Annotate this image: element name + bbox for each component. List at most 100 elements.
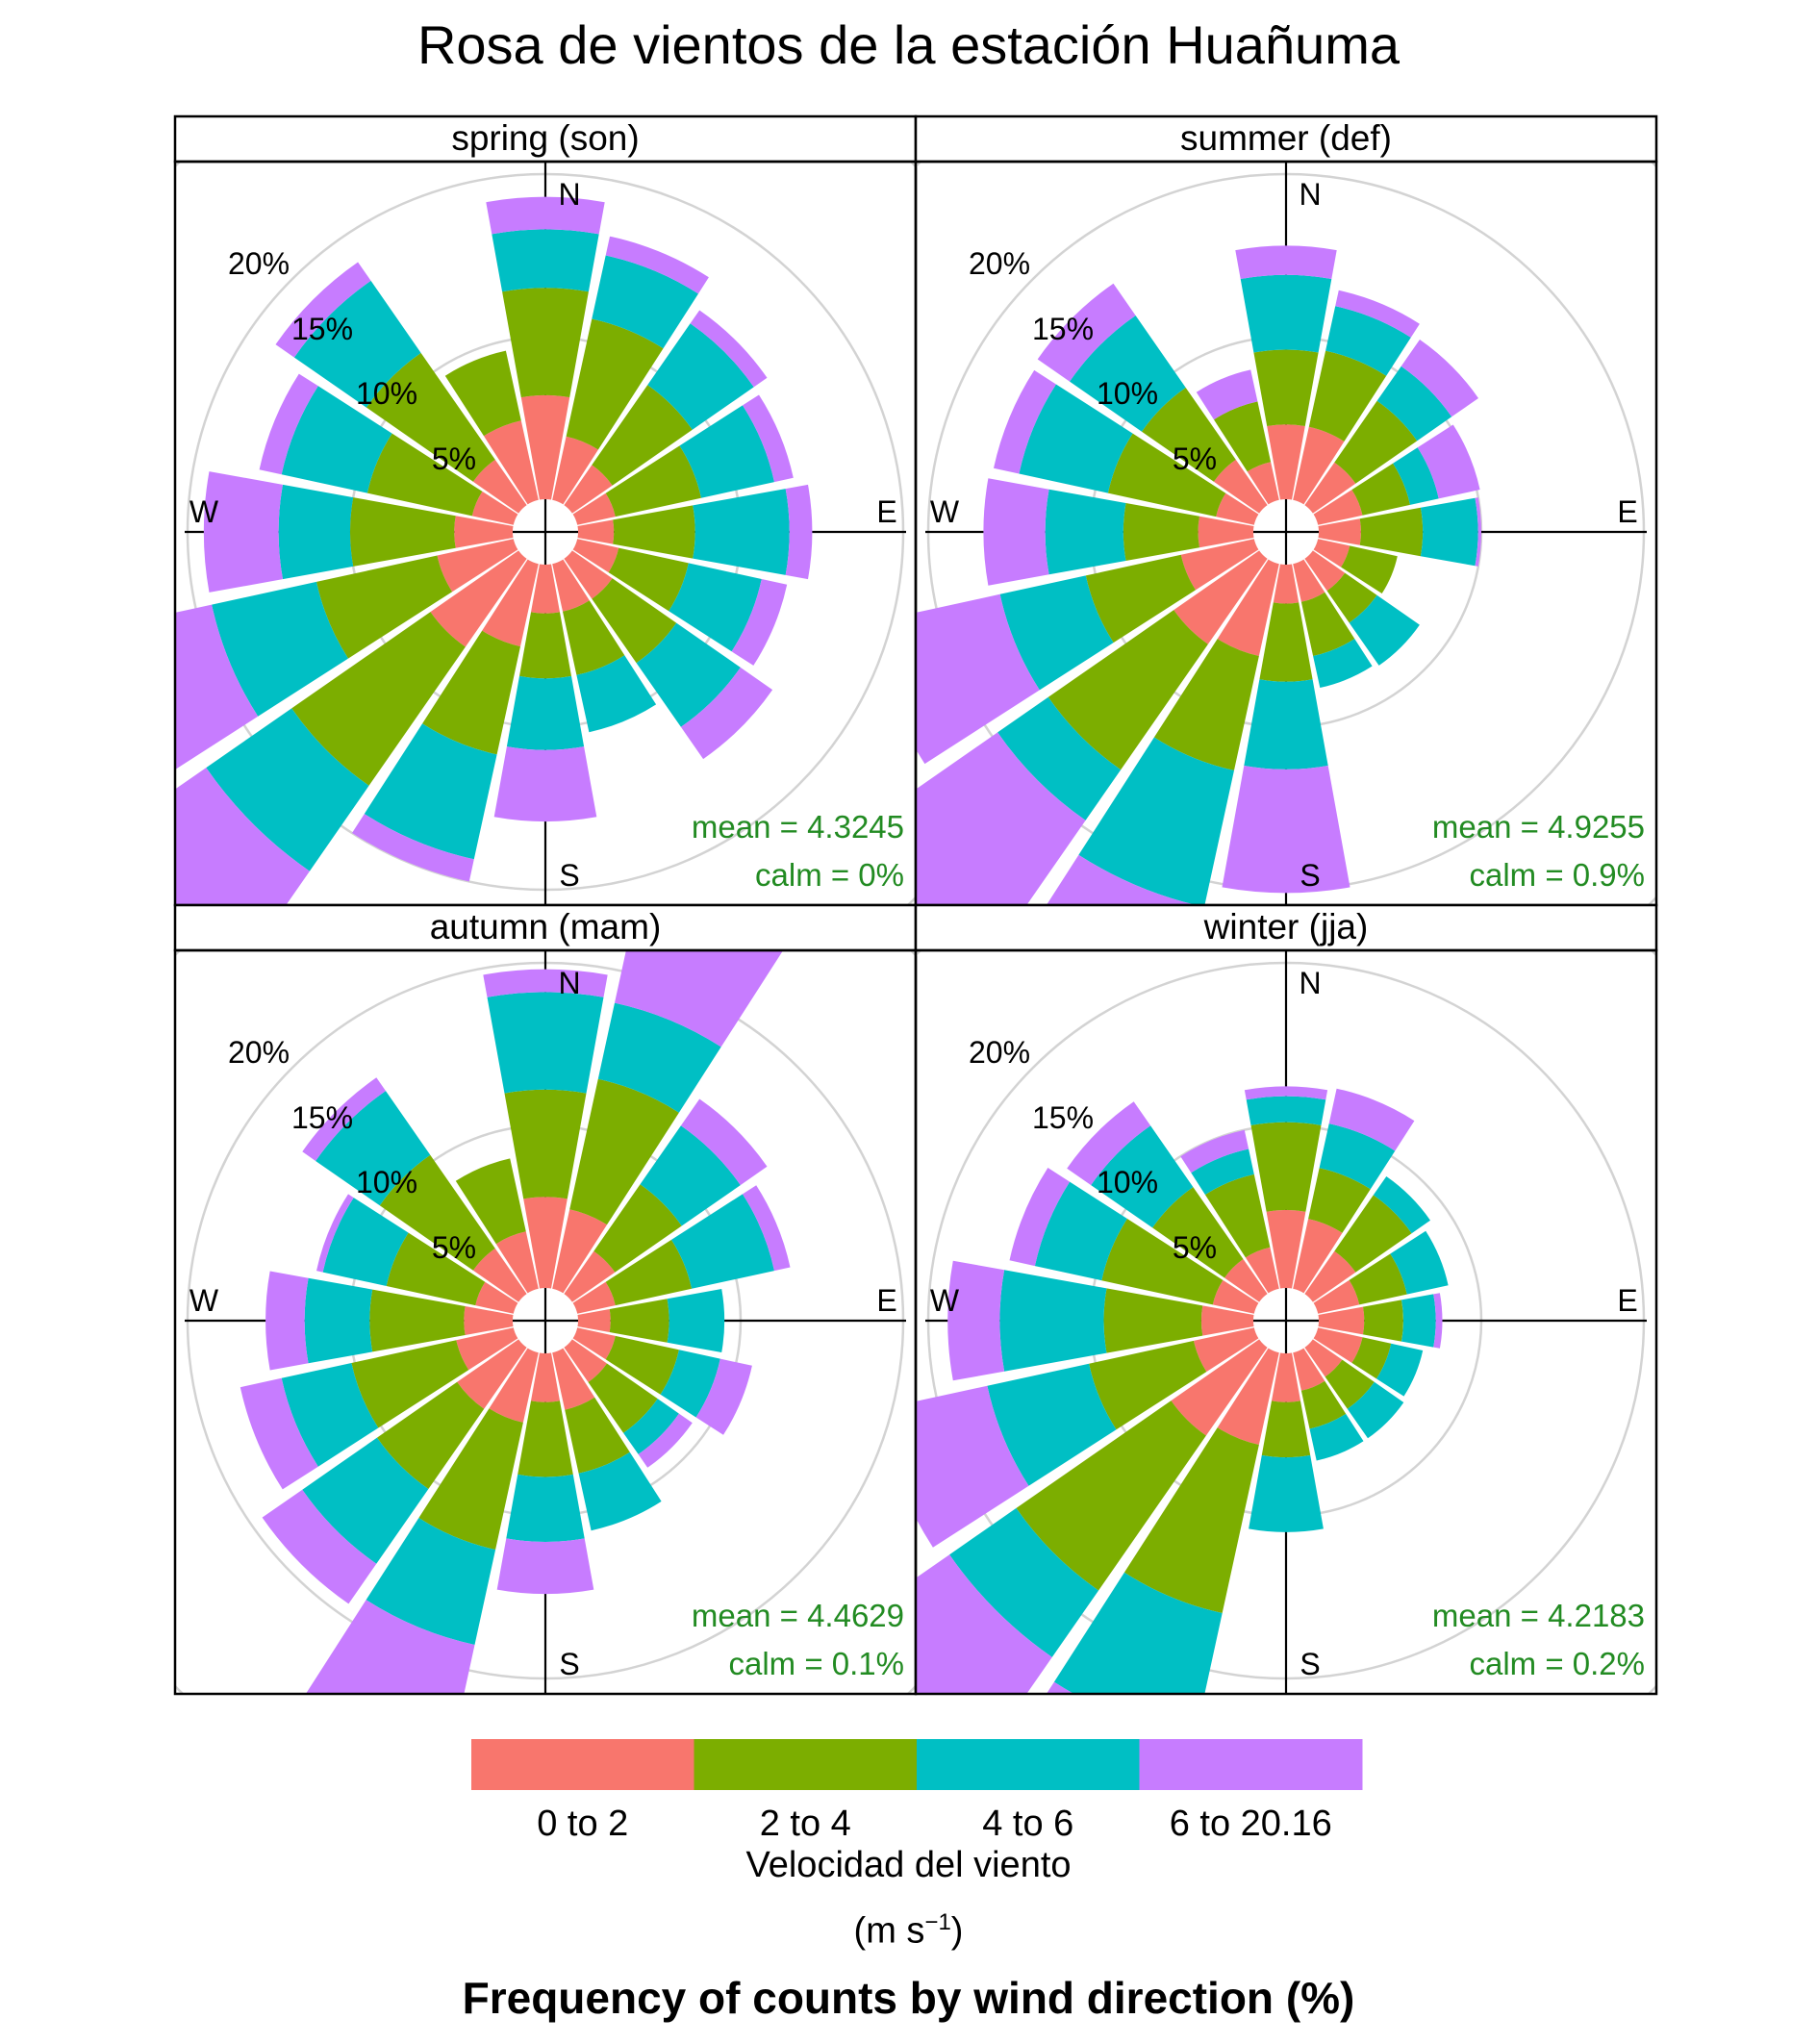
panel-strip xyxy=(173,114,918,164)
panel-strip-label: winter (jja) xyxy=(1203,907,1369,946)
sector-SSE-bin3 xyxy=(1309,1413,1364,1461)
sector-N-bin2 xyxy=(502,288,589,398)
legend-unit-sup: −1 xyxy=(924,1909,951,1935)
compass-label: N xyxy=(558,177,580,212)
sector-NNE-bin2 xyxy=(569,1078,679,1225)
ring-tick-label: 15% xyxy=(1032,312,1094,346)
sector-E-bin3 xyxy=(667,1289,725,1352)
sector-NE-bin1 xyxy=(564,465,613,514)
sector-WSW-bin3 xyxy=(987,1363,1117,1486)
sector-WSW-bin3 xyxy=(999,575,1114,691)
sector-SW-bin4 xyxy=(175,768,310,905)
sector-S-bin1 xyxy=(531,564,560,614)
sector-W-bin2 xyxy=(1123,503,1199,561)
legend-swatch-4 xyxy=(1139,1739,1363,1790)
sector-NE-bin1 xyxy=(1304,462,1356,514)
sector-SW-bin3 xyxy=(206,708,369,871)
ring-tick-label: 5% xyxy=(1173,1230,1217,1265)
sector-N-bin1 xyxy=(1267,424,1305,500)
sector-NE-bin2 xyxy=(1334,400,1418,484)
sector-NW-bin3 xyxy=(1091,1125,1194,1228)
legend-label: 2 to 4 xyxy=(760,1804,851,1844)
legend-swatch-3 xyxy=(917,1739,1140,1790)
sector-E-bin4 xyxy=(1475,497,1481,567)
sector-SSE-bin2 xyxy=(565,1397,630,1474)
sector-SW-bin2 xyxy=(377,1381,485,1489)
legend: 0 to 2 2 to 4 4 to 6 6 to 20.16 xyxy=(471,1739,1363,1844)
sector-S-bin4 xyxy=(493,746,597,822)
sector-SE-bin3 xyxy=(1347,1381,1404,1439)
sector-W-bin3 xyxy=(999,1270,1107,1372)
sector-NNE-bin1 xyxy=(552,436,598,505)
sector-WSW-bin2 xyxy=(1085,554,1196,643)
sector-S-bin1 xyxy=(1272,1352,1300,1402)
sector-W-bin3 xyxy=(1045,489,1126,575)
sector-SE-bin4 xyxy=(680,667,773,760)
sector-NW-bin3 xyxy=(1070,315,1186,432)
sector-SE-bin1 xyxy=(1304,550,1346,592)
sector-SW-bin1 xyxy=(430,550,527,647)
sector-ENE-bin3 xyxy=(1393,447,1439,505)
sector-E-bin1 xyxy=(577,1309,611,1332)
sector-SW-bin3 xyxy=(997,696,1122,820)
sector-ENE-bin1 xyxy=(572,492,616,525)
sector-SW-bin4 xyxy=(916,1554,1052,1694)
sector-WSW-bin1 xyxy=(437,539,518,593)
sector-NNE-bin2 xyxy=(1308,350,1387,442)
sector-ESE-bin3 xyxy=(660,1350,720,1418)
sector-NW-bin4 xyxy=(302,1077,386,1161)
sector-S-bin3 xyxy=(1244,679,1328,770)
sector-W-bin1 xyxy=(464,1306,514,1335)
sector-ENE-bin2 xyxy=(605,445,701,517)
sector-N-bin3 xyxy=(487,992,604,1094)
sector-NW-bin1 xyxy=(1213,459,1268,514)
sector-WNW-bin2 xyxy=(1101,1219,1224,1305)
compass-label: E xyxy=(876,1283,896,1318)
sector-NNE-bin4 xyxy=(605,236,709,294)
sector-W-bin1 xyxy=(454,516,514,548)
panel-border xyxy=(914,948,1658,1696)
sector-NNW-bin1 xyxy=(484,420,539,505)
sector-S-bin1 xyxy=(531,1352,560,1402)
sector-E-bin3 xyxy=(1420,497,1478,567)
legend-label: 4 to 6 xyxy=(982,1804,1073,1844)
legend-unit: (m s−1) xyxy=(0,1909,1817,1953)
sector-SW-bin2 xyxy=(1016,1401,1206,1591)
sector-W-bin2 xyxy=(369,1289,466,1352)
ring-tick-label: 20% xyxy=(228,246,290,281)
sector-SSW-bin3 xyxy=(366,1518,496,1645)
sector-SSW-bin1 xyxy=(1217,1348,1279,1445)
mean-label: mean = 4.9255 xyxy=(1432,809,1645,845)
panel-strip-label: spring (son) xyxy=(451,118,639,158)
sector-W-bin2 xyxy=(350,497,456,567)
sector-WNW-bin1 xyxy=(1212,1279,1259,1314)
sector-E-bin4 xyxy=(1433,1293,1443,1349)
sector-ESE-bin2 xyxy=(1341,545,1398,593)
sector-NE-bin1 xyxy=(564,1250,616,1302)
sector-NE-bin2 xyxy=(593,1184,682,1273)
sector-W-bin3 xyxy=(278,484,354,580)
sector-E-bin3 xyxy=(1401,1294,1436,1348)
sector-NE-bin3 xyxy=(1376,366,1452,442)
sector-SSW-bin2 xyxy=(418,1408,523,1550)
sector-SW-bin2 xyxy=(291,612,466,786)
sector-N-bin1 xyxy=(523,1197,568,1289)
compass-label: S xyxy=(559,858,579,893)
sector-WNW-bin3 xyxy=(281,386,392,493)
sector-NNE-bin3 xyxy=(1325,306,1411,376)
sector-E-bin1 xyxy=(1318,1306,1365,1335)
sector-SSW-bin1 xyxy=(489,1348,539,1423)
legend-swatch-1 xyxy=(471,1739,694,1790)
sector-N-bin4 xyxy=(1235,245,1337,279)
sector-NW-bin3 xyxy=(315,1091,431,1206)
sector-WNW-bin2 xyxy=(1107,433,1226,517)
mean-label: mean = 4.3245 xyxy=(692,809,904,845)
sector-W-bin3 xyxy=(304,1277,373,1364)
sector-SSE-bin1 xyxy=(1293,559,1325,602)
calm-label: calm = 0% xyxy=(755,857,904,893)
sector-ENE-bin4 xyxy=(1417,424,1480,499)
sector-NNW-bin1 xyxy=(495,1231,539,1294)
panel-body: 5% 10%15%20% N E S W xyxy=(175,950,916,1694)
panel-strip xyxy=(173,903,918,952)
sector-NW-bin4 xyxy=(1037,283,1136,382)
